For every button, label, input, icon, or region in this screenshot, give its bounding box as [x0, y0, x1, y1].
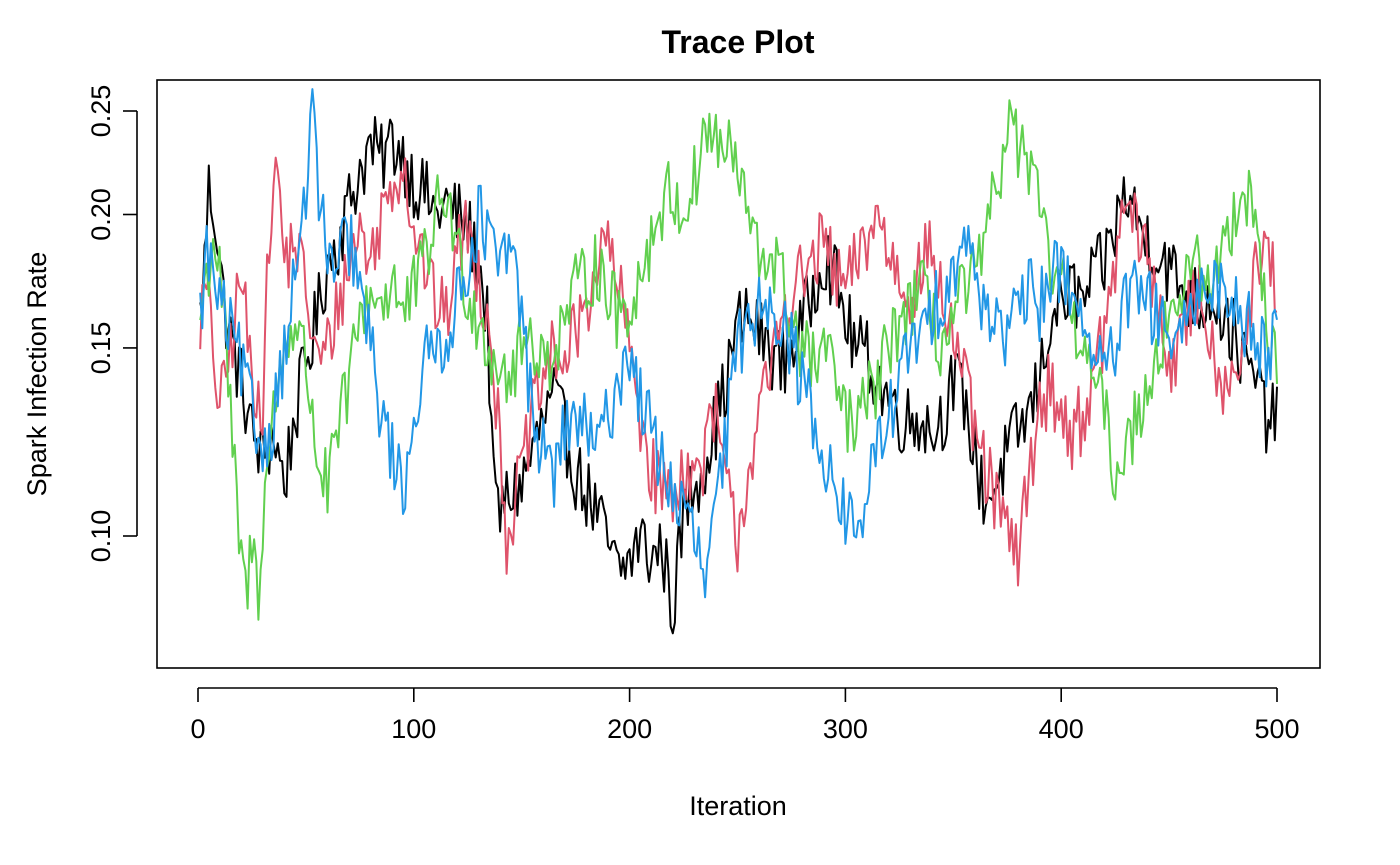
y-axis-label: Spark Infection Rate	[22, 252, 52, 497]
x-tick-label: 500	[1254, 714, 1299, 744]
y-tick-label: 0.15	[86, 322, 116, 375]
x-tick-label: 100	[391, 714, 436, 744]
x-tick-label: 0	[190, 714, 205, 744]
y-axis-ticks: 0.10 0.15 0.20 0.25	[86, 85, 137, 563]
y-tick-label: 0.20	[86, 188, 116, 241]
plot-frame	[156, 79, 1321, 669]
series-line-4	[199, 88, 1278, 599]
x-tick-label: 300	[823, 714, 868, 744]
y-tick-label: 0.25	[86, 85, 116, 138]
series-line-1	[199, 116, 1278, 635]
x-tick-label: 200	[607, 714, 652, 744]
y-tick-label: 0.10	[86, 510, 116, 563]
series-line-3	[199, 99, 1278, 621]
x-axis-label: Iteration	[689, 791, 787, 821]
x-tick-label: 400	[1039, 714, 1084, 744]
x-axis-ticks: 0 100 200 300 400 500	[190, 688, 1300, 744]
series-layer	[199, 88, 1278, 635]
chart-title: Trace Plot	[662, 24, 815, 60]
series-line-2	[199, 156, 1278, 587]
